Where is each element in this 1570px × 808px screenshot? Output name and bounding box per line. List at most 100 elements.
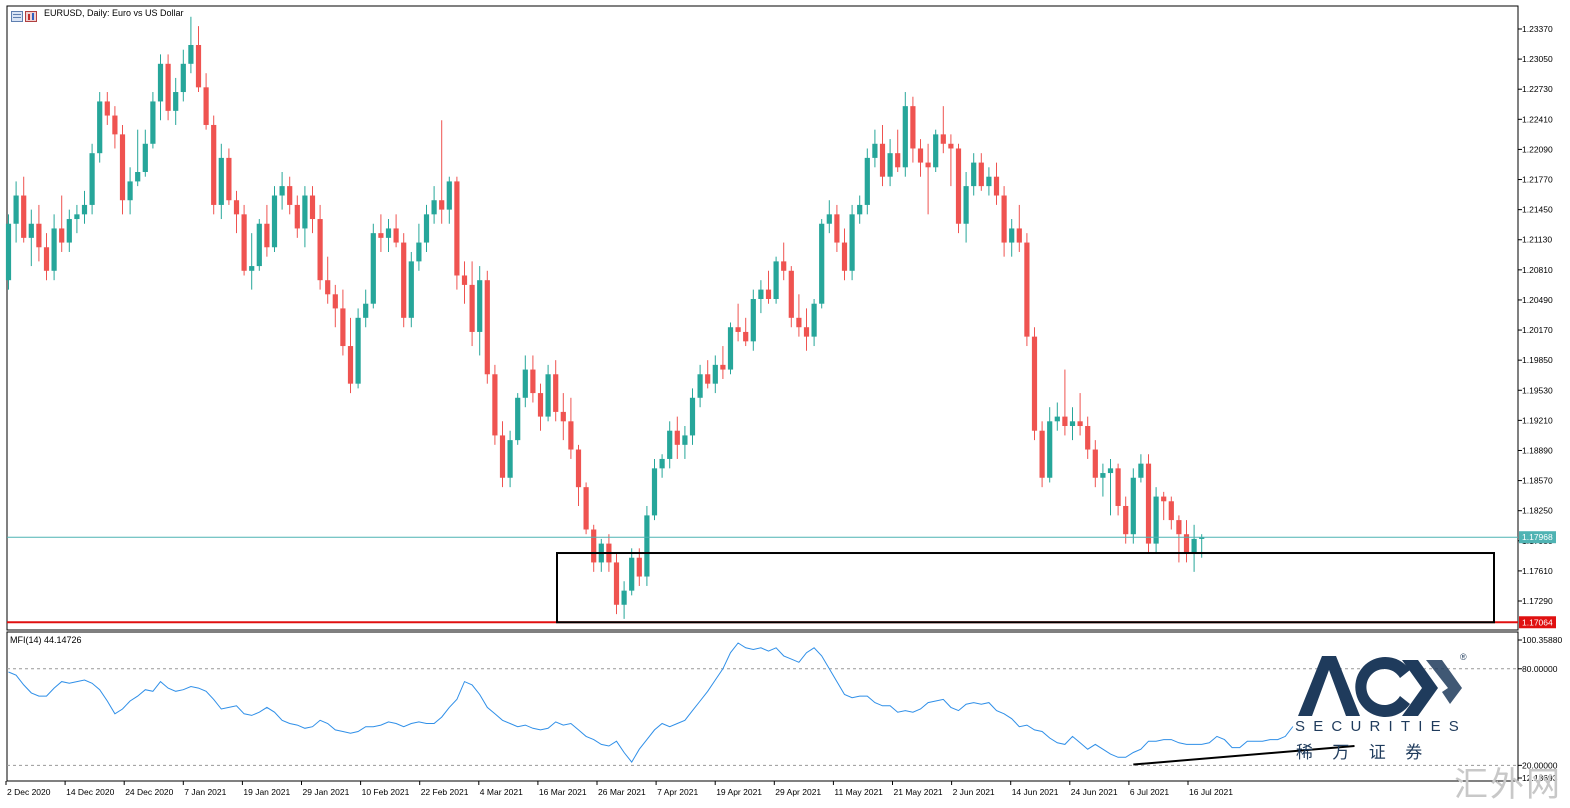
candle: [841, 228, 848, 281]
candle: [803, 308, 810, 351]
candle-body: [226, 157, 232, 201]
candle-body: [5, 223, 12, 281]
candle: [826, 200, 832, 234]
candle-body: [157, 63, 164, 102]
candlestick-series: [5, 16, 1205, 619]
candle: [363, 289, 369, 328]
candle-body: [697, 374, 703, 398]
candle-body: [1130, 477, 1136, 535]
candle-body: [21, 195, 27, 238]
candle-body: [370, 233, 376, 304]
candle-body: [203, 87, 209, 125]
candle: [697, 364, 703, 408]
candle: [127, 167, 133, 215]
candle: [112, 106, 118, 149]
candle: [347, 317, 354, 394]
candle: [712, 355, 718, 394]
time-tick-label: 2 Dec 2020: [7, 787, 51, 797]
candle: [1039, 421, 1045, 488]
candle-body: [112, 115, 118, 135]
candle: [864, 148, 870, 215]
candle-body: [857, 204, 863, 215]
candle-body: [271, 195, 278, 248]
candle: [378, 214, 384, 252]
candle: [264, 204, 270, 257]
candle: [1069, 407, 1076, 441]
price-tick-label: 1.18570: [1522, 476, 1553, 486]
candle: [104, 92, 110, 125]
candle: [857, 195, 863, 224]
candle: [834, 204, 840, 252]
price-tick-label: 1.21130: [1522, 235, 1552, 245]
candle-body: [249, 266, 255, 271]
candle: [788, 266, 794, 328]
candle-body: [811, 303, 817, 337]
support-zone: [556, 552, 1495, 624]
candle: [249, 233, 255, 290]
candle: [1115, 463, 1121, 516]
candle-body: [385, 228, 392, 238]
candle-body: [165, 63, 171, 111]
candle: [1145, 454, 1152, 554]
candle-body: [758, 289, 764, 300]
candle: [454, 176, 460, 290]
chart-window-icon[interactable]: [11, 9, 37, 22]
candle: [1047, 407, 1053, 483]
candle: [1183, 520, 1190, 563]
candle: [51, 214, 57, 281]
candle-body: [674, 430, 680, 445]
candle: [173, 77, 179, 125]
candle-body: [613, 562, 620, 605]
candle-body: [1100, 473, 1106, 478]
candle: [287, 176, 293, 215]
candle-body: [750, 299, 756, 342]
candle-body: [233, 200, 240, 215]
candle-body: [720, 364, 726, 370]
candle: [1092, 440, 1098, 488]
candle: [1168, 496, 1174, 530]
candle: [933, 129, 939, 172]
candle-body: [59, 228, 65, 243]
support-price-tag-bg: [1519, 616, 1556, 629]
candle: [271, 186, 278, 252]
time-tick-label: 7 Jan 2021: [184, 787, 226, 797]
candle-body: [180, 63, 186, 93]
candle-body: [1054, 416, 1060, 422]
candle-body: [211, 124, 217, 205]
candle: [1176, 515, 1182, 563]
candle-body: [1191, 538, 1197, 554]
candle-body: [287, 186, 293, 205]
candle-body: [910, 106, 916, 149]
candle: [401, 233, 407, 328]
candle-body: [712, 364, 718, 384]
candle-body: [917, 148, 924, 163]
candle-body: [28, 223, 34, 238]
logo-tagline: SECURITIES: [1295, 718, 1468, 735]
candle-body: [484, 280, 490, 375]
candle: [917, 139, 924, 177]
price-tick-label: 1.21770: [1522, 175, 1553, 185]
candle: [819, 219, 825, 309]
candle-body: [986, 176, 992, 187]
candle: [940, 106, 946, 154]
candle-body: [1107, 468, 1114, 474]
candle-body: [568, 421, 574, 450]
candle: [515, 393, 521, 445]
candle-body: [545, 374, 551, 417]
candle: [203, 73, 209, 130]
candle-body: [119, 134, 126, 201]
price-tick-label: 1.20810: [1522, 265, 1553, 275]
candle: [43, 233, 50, 281]
candle-body: [933, 134, 939, 168]
candle-body: [629, 557, 635, 591]
candle: [575, 444, 582, 506]
candle: [872, 129, 878, 168]
candle: [439, 120, 445, 224]
mfi-tick-label: 12.13693: [1522, 773, 1558, 783]
mfi-tick-label: 80.00000: [1522, 664, 1558, 674]
candle: [408, 251, 414, 328]
candle-body: [188, 44, 194, 64]
candle: [613, 553, 620, 615]
candle: [735, 303, 741, 342]
candle-body: [393, 228, 399, 243]
